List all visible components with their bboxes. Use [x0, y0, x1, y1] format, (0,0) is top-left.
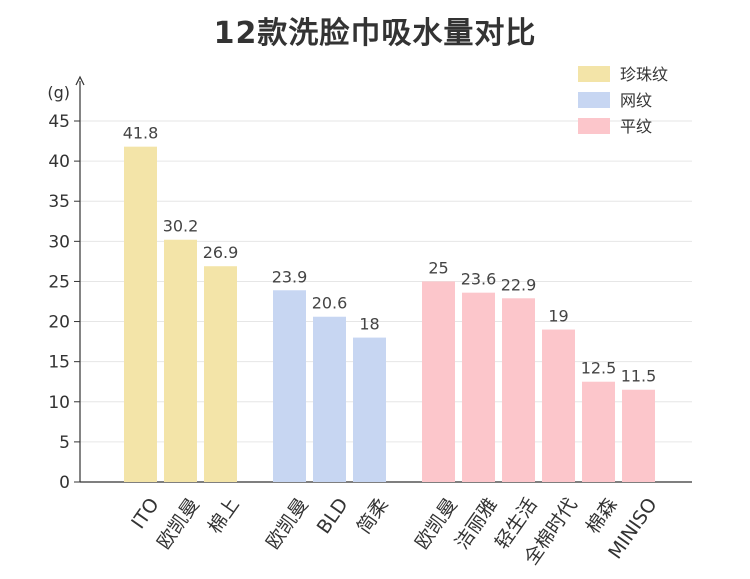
bar [502, 298, 535, 482]
legend-item: 平纹 [578, 117, 652, 136]
data-label: 20.6 [312, 294, 348, 313]
bar [622, 389, 655, 482]
legend-item: 网纹 [578, 91, 652, 110]
data-label: 12.5 [581, 359, 617, 378]
legend-label: 平纹 [620, 117, 652, 136]
chart-title: 12款洗脸巾吸水量对比 [213, 16, 537, 51]
bar [273, 290, 306, 482]
data-label: 41.8 [123, 124, 159, 143]
legend-label: 珍珠纹 [620, 65, 668, 84]
data-label: 23.6 [461, 270, 497, 289]
data-label: 11.5 [621, 367, 657, 386]
category-label: 棉森 [582, 494, 622, 538]
y-tick-label: 20 [48, 313, 70, 333]
bar [313, 316, 346, 482]
y-tick-label: 5 [59, 433, 70, 453]
bar [164, 239, 197, 482]
legend-swatch [578, 92, 610, 108]
bar [204, 266, 237, 482]
bar [353, 337, 386, 482]
y-tick-label: 25 [48, 272, 70, 292]
category-label: 欧凯曼 [411, 494, 462, 553]
bar [124, 146, 157, 482]
y-axis-arrow [75, 75, 85, 86]
bar [542, 329, 575, 482]
data-label: 19 [548, 307, 568, 326]
legend-swatch [578, 118, 610, 134]
legend-item: 珍珠纹 [578, 65, 668, 84]
bar [462, 292, 495, 482]
category-label: 简柔 [353, 494, 393, 538]
legend-swatch [578, 66, 610, 82]
y-axis-unit: (g) [47, 83, 70, 102]
data-label: 30.2 [163, 217, 199, 236]
axes: 0 5 10 15 20 25 30 35 40 45 (g) [47, 75, 692, 493]
category-label: BLD [313, 494, 353, 538]
data-label: 26.9 [203, 243, 239, 262]
data-label: 23.9 [272, 267, 308, 286]
category-label: ITO [127, 494, 163, 533]
bar [422, 281, 455, 482]
y-tick-label: 30 [48, 232, 70, 252]
category-label: 欧凯曼 [262, 494, 313, 553]
data-label: 22.9 [501, 275, 537, 294]
bars [124, 146, 655, 482]
category-label: 棉上 [204, 494, 244, 538]
y-tick-label: 0 [59, 473, 70, 493]
y-tick-label: 10 [48, 393, 70, 413]
y-tick-label: 40 [48, 152, 70, 172]
data-label: 18 [359, 315, 379, 334]
data-label: 25 [428, 258, 448, 277]
data-labels: 41.8 30.226.9 23.920.6 18 25 23.6 22.9 19 12.5 11… [123, 124, 657, 386]
y-tick-label: 15 [48, 353, 70, 373]
y-tick-label: 35 [48, 192, 70, 212]
category-label: 欧凯曼 [153, 494, 204, 553]
category-label: 洁丽雅 [451, 494, 502, 553]
bar [582, 381, 615, 482]
legend-label: 网纹 [620, 91, 652, 110]
y-tick-label: 45 [48, 112, 70, 132]
